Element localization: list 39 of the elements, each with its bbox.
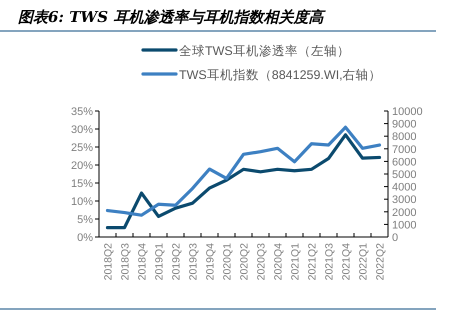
x-tick-label: 2019Q3	[188, 242, 200, 280]
y-tick-label: 0%	[77, 232, 94, 244]
x-tick-label: 2021Q2	[306, 242, 318, 280]
x-tick-label: 2018Q3	[120, 242, 132, 280]
y-tick-label: 15%	[70, 178, 94, 190]
x-tick-label: 2018Q2	[102, 242, 114, 280]
y-tick-label: 10%	[70, 196, 94, 208]
chart-title: 图表6: TWS 耳机渗透率与耳机指数相关度高	[18, 8, 326, 26]
x-tick-label: 2022Q1	[358, 242, 370, 280]
x-tick-label: 2020Q2	[238, 242, 250, 280]
x-tick-label: 2019Q2	[170, 242, 182, 280]
x-tick-label: 2020Q1	[222, 242, 234, 280]
y-tick-label: 5%	[77, 214, 94, 226]
legend-label: TWS耳机指数（8841259.WI,右轴）	[179, 68, 382, 82]
x-tick-label: 2020Q3	[256, 242, 268, 280]
y2-tick-label: 2000	[392, 206, 416, 219]
x-tick-label: 2018Q4	[136, 242, 148, 280]
y2-tick-label: 10000	[392, 106, 423, 118]
x-tick-label: 2021Q3	[324, 242, 336, 280]
y-tick-label: 20%	[70, 160, 94, 172]
y2-tick-label: 5000	[392, 169, 416, 181]
y2-tick-label: 1000	[392, 219, 416, 232]
x-tick-label: 2019Q1	[154, 242, 166, 280]
x-tick-label: 2021Q4	[340, 242, 352, 280]
y2-tick-label: 3000	[392, 194, 416, 206]
x-tick-label: 2022Q2	[374, 242, 386, 280]
y2-tick-label: 9000	[392, 118, 416, 131]
y2-tick-label: 4000	[392, 182, 416, 194]
y-tick-label: 35%	[70, 106, 94, 118]
y2-tick-label: 7000	[392, 144, 416, 156]
y2-tick-label: 8000	[392, 131, 416, 144]
x-tick-label: 2019Q4	[204, 242, 216, 280]
y-tick-label: 25%	[70, 142, 94, 154]
y2-tick-label: 0	[392, 232, 398, 244]
x-tick-label: 2020Q4	[272, 242, 284, 280]
y-tick-label: 30%	[70, 124, 94, 136]
x-tick-label: 2021Q1	[290, 242, 302, 280]
y2-tick-label: 6000	[392, 156, 416, 168]
legend-label: 全球TWS耳机渗透率（左轴）	[179, 43, 350, 58]
